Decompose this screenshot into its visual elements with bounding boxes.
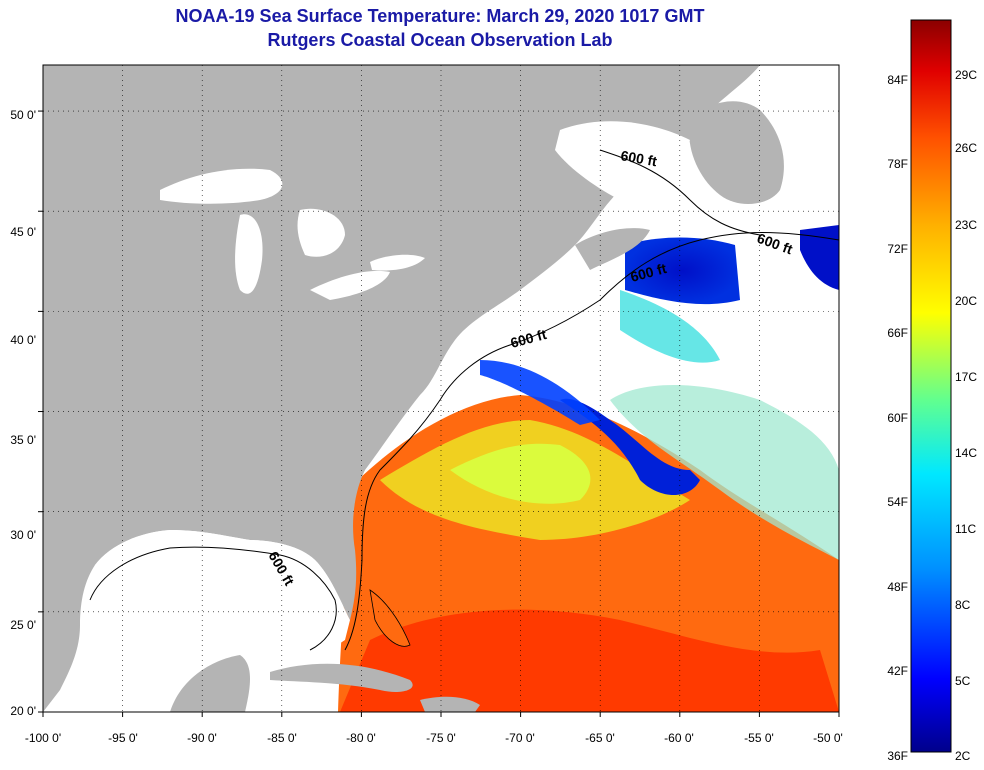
land-north-america <box>43 65 760 712</box>
cold-filament <box>560 398 700 495</box>
colorbar-c-2: 2C <box>955 749 971 763</box>
colorbar-f-84: 84F <box>887 73 908 87</box>
lon-label-90: -90 0' <box>187 731 217 745</box>
isobath-line-east <box>439 232 839 401</box>
cool-band <box>450 443 591 504</box>
isobath-line-north <box>599 149 761 236</box>
colorbar-c-11: 11C <box>955 522 977 536</box>
lat-label-50: 50 0' <box>10 108 36 122</box>
cold-gulf-of-maine <box>625 237 740 305</box>
colorbar-f-72: 72F <box>887 242 908 256</box>
lon-label-50: -50 0' <box>813 731 843 745</box>
lon-label-80: -80 0' <box>346 731 376 745</box>
colorbar-c-20: 20C <box>955 294 978 308</box>
colorbar-c-26: 26C <box>955 141 978 155</box>
cold-grand-banks <box>800 225 839 290</box>
bahamas-banks <box>369 589 411 647</box>
lon-label-95: -95 0' <box>108 731 138 745</box>
colorbar-c-5: 5C <box>955 674 971 688</box>
lake-michigan <box>235 214 263 294</box>
land-newfoundland <box>689 101 784 205</box>
lon-label-85: -85 0' <box>267 731 297 745</box>
colorbar-c-17: 17C <box>955 370 978 384</box>
lat-label-35: 35 0' <box>10 433 36 447</box>
lon-label-60: -60 0' <box>664 731 694 745</box>
land-nova-scotia <box>575 228 650 270</box>
land-yucatan <box>170 655 250 712</box>
lat-label-40: 40 0' <box>10 333 36 347</box>
hot-sst-region <box>340 609 839 712</box>
chart-subtitle: Rutgers Coastal Ocean Observation Lab <box>267 30 613 50</box>
lon-label-70: -70 0' <box>505 731 535 745</box>
colorbar-f-60: 60F <box>887 411 908 425</box>
isobath-label-1: 600 ft <box>619 147 658 169</box>
colorbar-c-29: 29C <box>955 68 978 82</box>
lake-superior <box>160 168 283 204</box>
isobath-line-gulf <box>89 546 337 651</box>
lat-label-25: 25 0' <box>10 618 36 632</box>
colorbar-f-48: 48F <box>887 580 908 594</box>
scattered-cool-region <box>610 385 839 560</box>
lake-huron <box>297 208 345 257</box>
chart-title: NOAA-19 Sea Surface Temperature: March 2… <box>175 6 705 26</box>
land-hispaniola <box>420 696 480 712</box>
colorbar-c-23: 23C <box>955 218 978 232</box>
lat-label-45: 45 0' <box>10 225 36 239</box>
lon-label-75: -75 0' <box>426 731 456 745</box>
gulf-of-st-lawrence <box>555 121 690 200</box>
lake-ontario <box>370 254 425 271</box>
lon-label-100: -100 0' <box>24 731 62 745</box>
colorbar-f-78: 78F <box>887 157 908 171</box>
land-cuba <box>270 663 413 692</box>
lake-erie <box>310 270 390 300</box>
isobath-line-south <box>344 399 441 651</box>
colorbar-c-8: 8C <box>955 598 971 612</box>
lat-label-20: 20 0' <box>10 704 36 718</box>
colorbar-f-66: 66F <box>887 326 908 340</box>
shelf-cold <box>480 360 600 425</box>
colorbar-f-36: 36F <box>887 749 908 763</box>
axis-ticks <box>38 110 840 717</box>
lon-label-65: -65 0' <box>585 731 615 745</box>
colorbar-f-42: 42F <box>887 664 908 678</box>
lat-label-30: 30 0' <box>10 528 36 542</box>
slope-water <box>620 290 720 363</box>
colorbar <box>910 19 952 753</box>
colorbar-c-14: 14C <box>955 446 978 460</box>
lon-label-55: -55 0' <box>744 731 774 745</box>
gulf-of-mexico <box>90 530 350 700</box>
colorbar-f-54: 54F <box>887 495 908 509</box>
